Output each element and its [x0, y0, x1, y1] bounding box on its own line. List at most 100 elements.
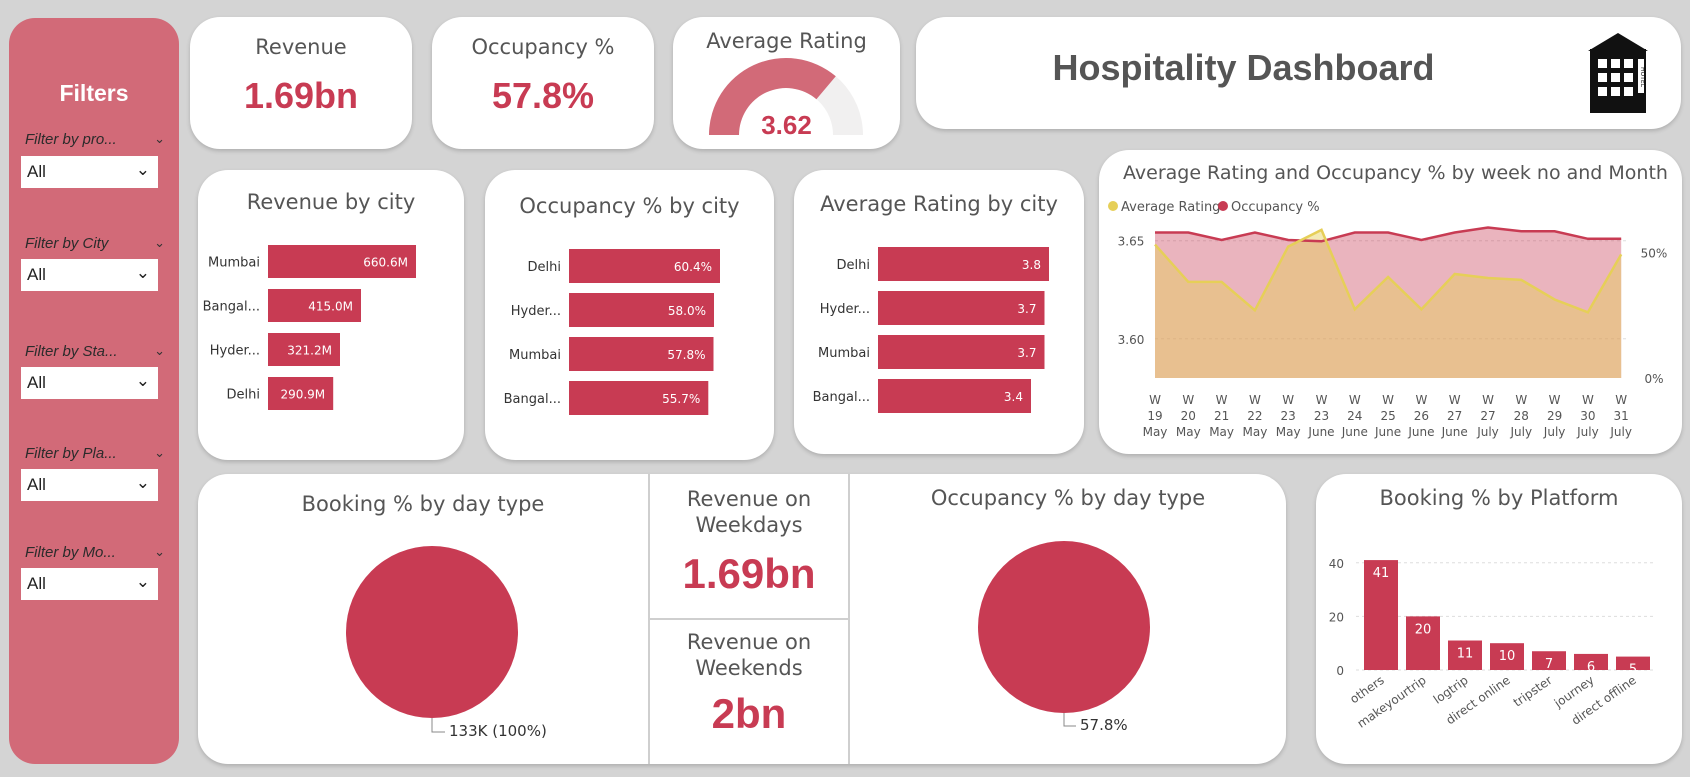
bar — [569, 293, 714, 327]
weekday-revenue-value: 1.69bn — [682, 550, 816, 597]
weekday-revenue-label: Revenue on Weekdays — [686, 487, 812, 537]
data-label: 55.7% — [662, 392, 700, 406]
x-tick-label: 31 — [1614, 409, 1629, 423]
x-tick-label: W — [1149, 393, 1161, 407]
rating-kpi-label: Average Rating — [706, 29, 867, 53]
data-label: 6 — [1587, 660, 1595, 675]
header-card: Hospitality Dashboard HOTEL — [916, 17, 1681, 129]
chevron-down-icon[interactable]: ⌄ — [154, 445, 165, 460]
x-tick-label: W — [1549, 393, 1561, 407]
rating-by-city-title: Average Rating by city — [820, 192, 1058, 216]
revenue-by-city-card: Revenue by city Mumbai 660.6M Bangal... 415… — [198, 170, 464, 460]
chevron-down-icon[interactable]: ⌄ — [135, 572, 150, 591]
platform-chart: 0204041others20makeyourtrip11logtrip10di… — [1329, 557, 1656, 731]
y-tick-label: 20 — [1329, 610, 1344, 624]
revenue-kpi-card: Revenue 1.69bn — [190, 17, 412, 149]
x-tick-label: W — [1515, 393, 1527, 407]
category-label: Hyder... — [820, 302, 870, 317]
occupancy-kpi-value: 57.8% — [491, 75, 595, 116]
rating-kpi-value: 3.62 — [761, 110, 812, 140]
filter-select-property[interactable]: All ⌄ — [21, 156, 158, 188]
data-label: 20 — [1415, 622, 1432, 637]
revenue-kpi-value: 1.69bn — [243, 75, 359, 116]
y-tick-label: 3.60 — [1118, 333, 1145, 347]
data-label: 7 — [1545, 657, 1553, 672]
rating-line — [1154, 228, 1623, 314]
x-tick-label: June — [1307, 425, 1334, 439]
bar — [1364, 560, 1398, 670]
filter-select-city[interactable]: All ⌄ — [21, 259, 158, 291]
data-label: 290.9M — [280, 388, 325, 402]
data-label: 57.8% — [667, 348, 705, 362]
x-tick-label: 28 — [1514, 409, 1529, 423]
x-tick-label: tripster — [1511, 673, 1555, 710]
filter-select-month[interactable]: All ⌄ — [21, 568, 158, 600]
x-tick-label: June — [1374, 425, 1401, 439]
chevron-down-icon[interactable]: ⌄ — [135, 371, 150, 390]
x-tick-label: 21 — [1214, 409, 1229, 423]
x-tick-label: May — [1209, 425, 1234, 439]
booking-day-type-title: Booking % by day type — [301, 492, 545, 516]
x-tick-label: July — [1476, 425, 1499, 439]
occupancy-kpi-label: Occupancy % — [471, 35, 615, 59]
data-label: 58.0% — [668, 304, 706, 318]
filter-select-platform[interactable]: All ⌄ — [21, 469, 158, 501]
filters-title: Filters — [59, 80, 129, 106]
legend-marker — [1218, 201, 1228, 211]
filter-label-platform: Filter by Pla... ⌄ — [25, 445, 165, 462]
bar — [569, 249, 720, 283]
rating-by-city-card: Average Rating by city Delhi 3.8 Hyder... 3… — [794, 170, 1084, 454]
chevron-down-icon[interactable]: ⌄ — [135, 473, 150, 492]
revenue-by-city-chart: Mumbai 660.6M Bangal... 415.0M Hyder... 321.2… — [203, 245, 416, 410]
data-label: 415.0M — [308, 300, 353, 314]
x-tick-label: W — [1582, 393, 1594, 407]
occupancy-by-city-title: Occupancy % by city — [519, 194, 740, 218]
x-tick-label: 24 — [1347, 409, 1362, 423]
x-tick-label: July — [1609, 425, 1632, 439]
bar — [878, 247, 1049, 281]
hotel-building-icon: HOTEL — [1588, 33, 1648, 113]
chevron-down-icon[interactable]: ⌄ — [154, 343, 165, 358]
platform-card: Booking % by Platform 0 20 40 41 others 20 mak… — [1316, 474, 1682, 764]
x-tick-label: W — [1182, 393, 1194, 407]
filter-select-status[interactable]: All ⌄ — [21, 367, 158, 399]
category-label: Bangal... — [813, 390, 870, 405]
filter-label-month: Filter by Mo... ⌄ — [25, 544, 165, 561]
data-label: 3.8 — [1022, 258, 1041, 272]
x-tick-label: June — [1441, 425, 1468, 439]
occupancy-line — [1155, 226, 1622, 243]
x-tick-label: 19 — [1147, 409, 1162, 423]
bar — [878, 335, 1045, 369]
bar — [569, 337, 714, 371]
data-label: 660.6M — [363, 256, 408, 270]
chevron-down-icon[interactable]: ⌄ — [154, 235, 165, 250]
chevron-down-icon[interactable]: ⌄ — [135, 160, 150, 179]
legend-label: Average Rating — [1121, 200, 1220, 215]
chevron-down-icon[interactable]: ⌄ — [135, 263, 150, 282]
bar — [268, 333, 340, 366]
chevron-down-icon[interactable]: ⌄ — [154, 131, 165, 146]
x-tick-label: W — [1415, 393, 1427, 407]
x-tick-label: 29 — [1547, 409, 1562, 423]
booking-day-type-chart: 133K (100%) — [346, 546, 547, 740]
bar — [1448, 640, 1482, 670]
x-tick-label: 25 — [1380, 409, 1395, 423]
chevron-down-icon[interactable]: ⌄ — [154, 544, 165, 559]
page-title: Hospitality Dashboard — [1052, 47, 1435, 88]
rating-area — [1155, 229, 1622, 378]
filter-label-status: Filter by Sta... ⌄ — [25, 343, 165, 360]
bar — [268, 289, 361, 322]
bar — [569, 381, 709, 415]
x-tick-label: W — [1216, 393, 1228, 407]
leader-line — [431, 718, 445, 733]
svg-text:HOTEL: HOTEL — [1639, 67, 1646, 88]
occupancy-by-city-card: Occupancy % by city Delhi 60.4% Hyder... 58… — [485, 170, 774, 460]
x-tick-label: W — [1482, 393, 1494, 407]
bar — [1532, 651, 1566, 670]
occupancy-day-type-chart: 57.8% — [978, 541, 1150, 734]
platform-title: Booking % by Platform — [1379, 486, 1619, 510]
data-label: 133K (100%) — [449, 722, 547, 740]
category-label: Delhi — [227, 388, 260, 403]
rating-kpi-card: Average Rating 3.62 — [673, 17, 900, 149]
x-tick-label: May — [1276, 425, 1301, 439]
